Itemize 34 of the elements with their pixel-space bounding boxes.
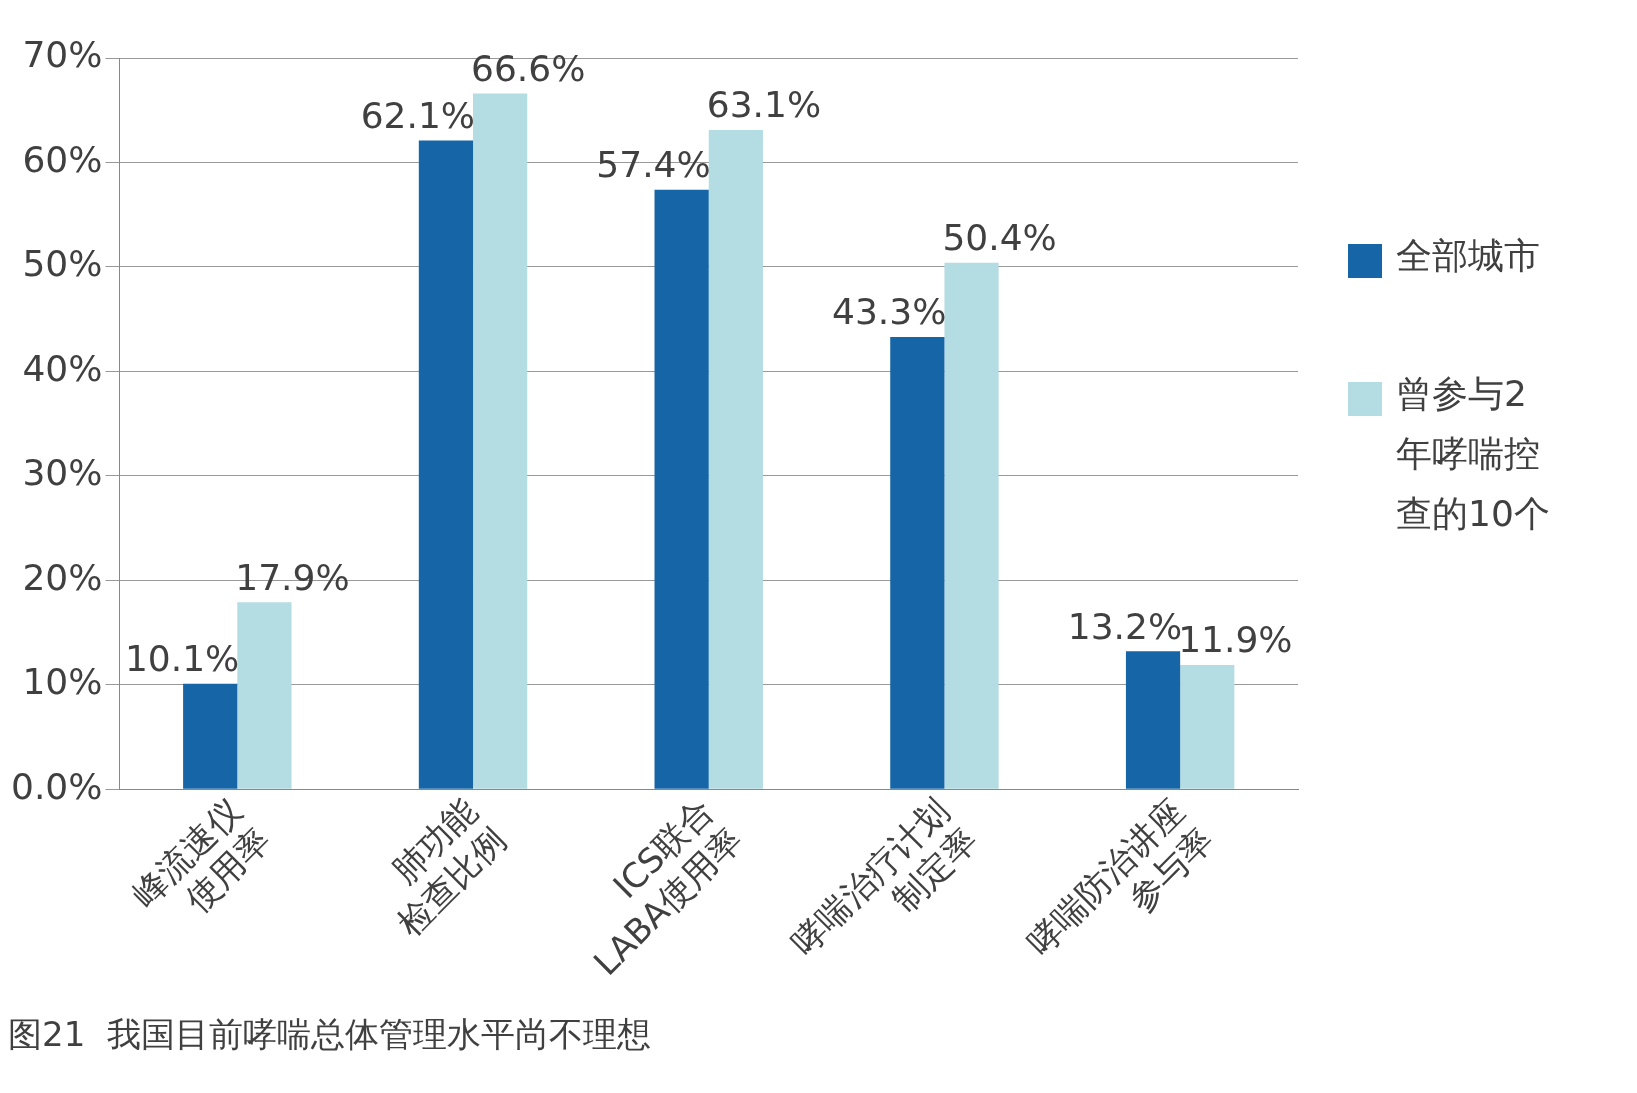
data-label: 50.4%: [942, 217, 1057, 259]
bar: [890, 336, 945, 789]
data-label: 63.1%: [706, 84, 822, 126]
bar: [944, 262, 999, 789]
bar: [708, 130, 763, 789]
bar: [183, 683, 238, 789]
bar: [654, 189, 709, 789]
bar: [473, 93, 528, 789]
x-tick-label: 哮喘防治讲座 参与率: [1019, 790, 1221, 963]
y-tick-label: 0.0%: [10, 765, 103, 807]
y-tick-label: 20%: [22, 556, 103, 598]
data-label: 13.2%: [1067, 605, 1183, 647]
data-label: 10.1%: [124, 638, 240, 680]
text: 图21 我国目前哮喘总体管理水平尚不理想: [8, 1014, 651, 1055]
legend-label: 全部城市: [1396, 234, 1541, 278]
x-tick-label: 肺功能 检查比例: [384, 790, 514, 944]
y-tick-label: 70%: [22, 34, 103, 76]
y-tick-label: 50%: [22, 243, 103, 285]
y-tick-label: 30%: [22, 452, 103, 494]
data-label: 66.6%: [471, 47, 586, 89]
data-label: 43.3%: [832, 291, 947, 333]
x-tick-label: 哮喘治疗计划 制定率: [783, 790, 986, 963]
legend-label: 曾参与2年哮喘控查的10个: [1396, 372, 1551, 536]
y-tick-label: 60%: [22, 138, 103, 180]
bar: [1180, 664, 1235, 789]
y-tick-label: 40%: [22, 347, 103, 389]
data-label: 17.9%: [235, 556, 350, 598]
data-label: 62.1%: [360, 94, 476, 136]
y-tick-label: 10%: [22, 661, 103, 703]
x-tick-label: 峰流速仪 使用率: [124, 790, 279, 920]
data-label: 57.4%: [596, 143, 711, 185]
bar: [1125, 651, 1181, 789]
bar: [418, 140, 474, 789]
bar: [237, 602, 292, 789]
